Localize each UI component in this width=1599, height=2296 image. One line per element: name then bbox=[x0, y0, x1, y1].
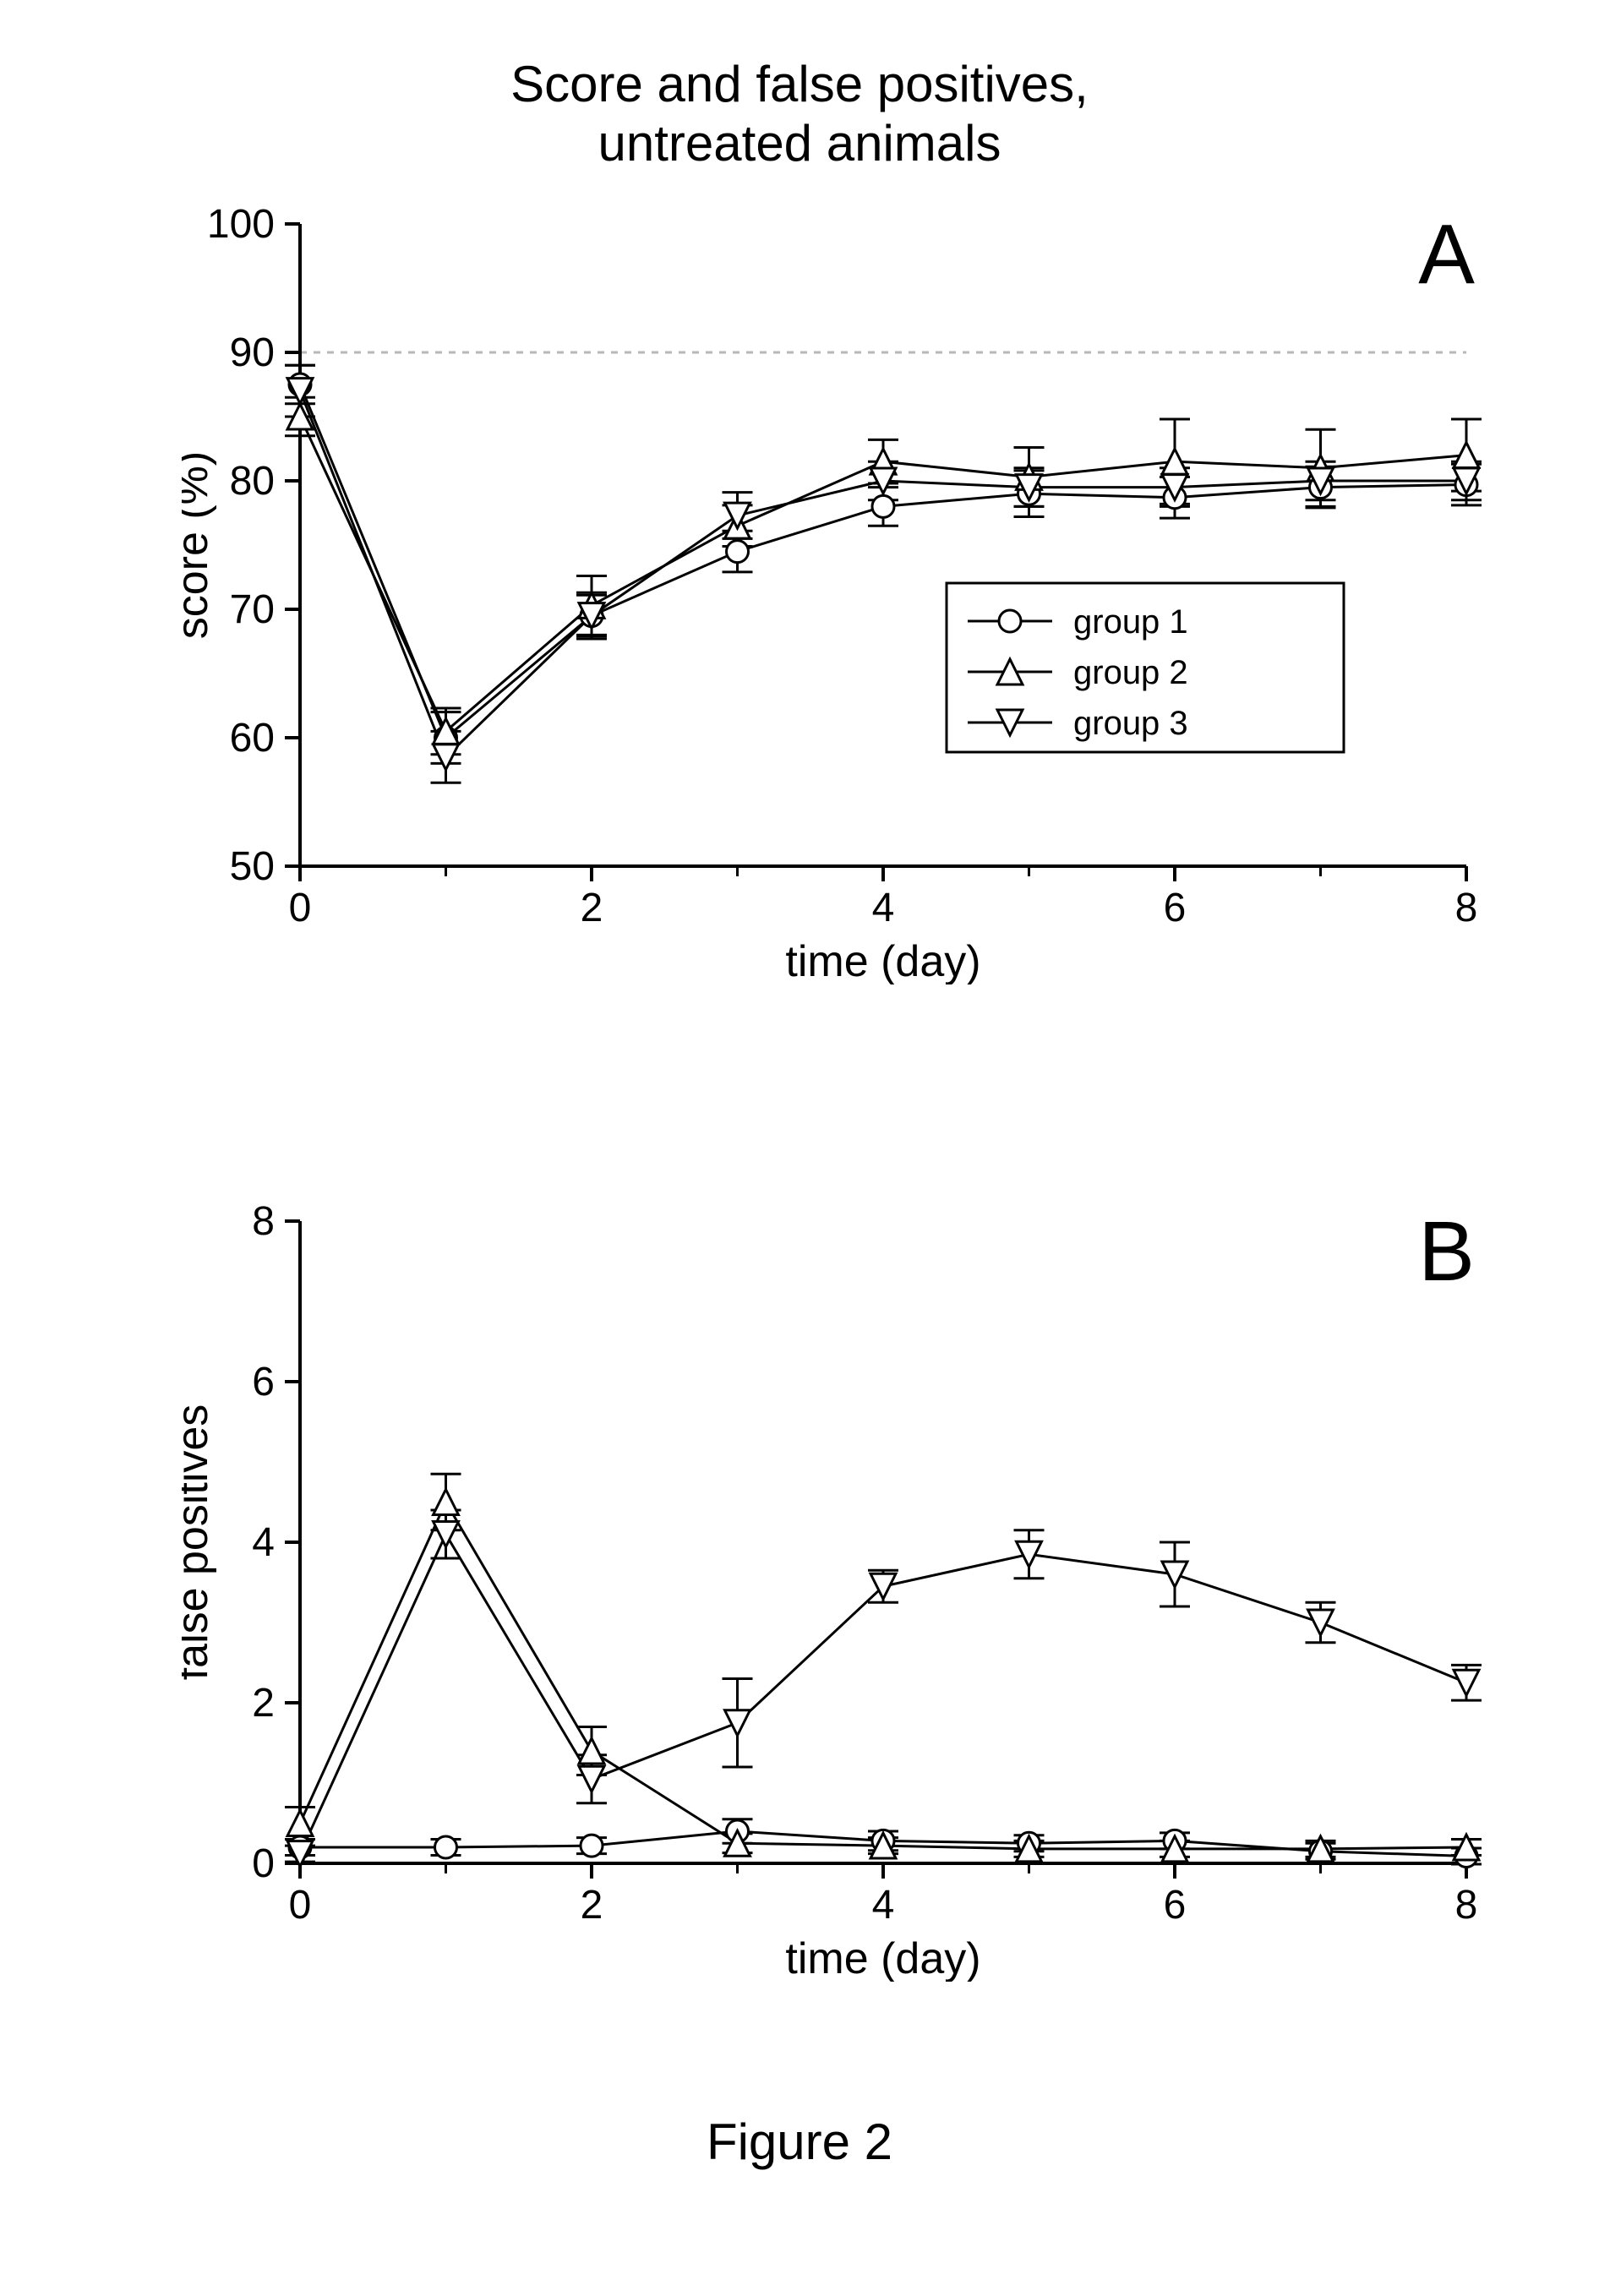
y-axis-label: score (%) bbox=[182, 451, 217, 639]
legend-marker bbox=[999, 610, 1021, 632]
series-marker bbox=[435, 1836, 457, 1858]
series-marker bbox=[287, 1811, 313, 1836]
ytick-label: 80 bbox=[230, 459, 275, 504]
series-marker bbox=[727, 541, 749, 563]
series-marker bbox=[579, 1766, 604, 1792]
series-marker bbox=[872, 495, 894, 517]
xtick-label: 8 bbox=[1455, 1883, 1478, 1928]
xtick-label: 8 bbox=[1455, 886, 1478, 930]
series-line bbox=[300, 1502, 1466, 1849]
ytick-label: 2 bbox=[252, 1681, 275, 1726]
x-axis-label: time (day) bbox=[785, 1934, 980, 1982]
panel-label: B bbox=[1418, 1204, 1475, 1299]
y-axis-label: false positives bbox=[182, 1404, 217, 1681]
series-marker bbox=[434, 1522, 459, 1547]
series-marker bbox=[581, 1835, 603, 1857]
figure-caption: Figure 2 bbox=[0, 2113, 1599, 2171]
xtick-label: 6 bbox=[1164, 1883, 1187, 1928]
chart-title-line2: untreated animals bbox=[0, 114, 1599, 172]
ytick-label: 8 bbox=[252, 1199, 275, 1244]
xtick-label: 2 bbox=[581, 1883, 603, 1928]
panel-b-svg: 0 2 4 6 8 0 2 4 6 8 time (day) false positives B bbox=[182, 1187, 1599, 1982]
legend-label: group 3 bbox=[1073, 705, 1188, 742]
legend-label: group 2 bbox=[1073, 654, 1188, 691]
xtick-label: 4 bbox=[872, 1883, 895, 1928]
xtick-label: 0 bbox=[289, 1883, 312, 1928]
legend-label: group 1 bbox=[1073, 603, 1188, 641]
xtick-label: 2 bbox=[581, 886, 603, 930]
series-marker bbox=[725, 503, 750, 528]
series-marker bbox=[434, 1490, 459, 1515]
xtick-label: 0 bbox=[289, 886, 312, 930]
series-marker bbox=[725, 1710, 750, 1736]
xtick-label: 6 bbox=[1164, 886, 1187, 930]
ytick-label: 100 bbox=[207, 202, 275, 247]
ytick-label: 4 bbox=[252, 1520, 275, 1565]
xtick-label: 4 bbox=[872, 886, 895, 930]
ytick-label: 60 bbox=[230, 716, 275, 761]
ytick-label: 50 bbox=[230, 844, 275, 889]
ytick-label: 90 bbox=[230, 330, 275, 375]
panel-a-svg: 50 60 70 80 90 100 0 2 4 6 8 time (day) score (%) Agr… bbox=[182, 190, 1599, 984]
ytick-label: 70 bbox=[230, 587, 275, 632]
panel-label: A bbox=[1418, 207, 1475, 302]
x-axis-label: time (day) bbox=[785, 937, 980, 984]
ytick-label: 6 bbox=[252, 1360, 275, 1404]
series-marker bbox=[434, 744, 459, 770]
ytick-label: 0 bbox=[252, 1841, 275, 1886]
series-marker bbox=[1454, 1670, 1479, 1695]
series-marker bbox=[1308, 1610, 1334, 1635]
chart-title-line1: Score and false positives, bbox=[0, 55, 1599, 113]
series-marker bbox=[579, 1738, 604, 1764]
